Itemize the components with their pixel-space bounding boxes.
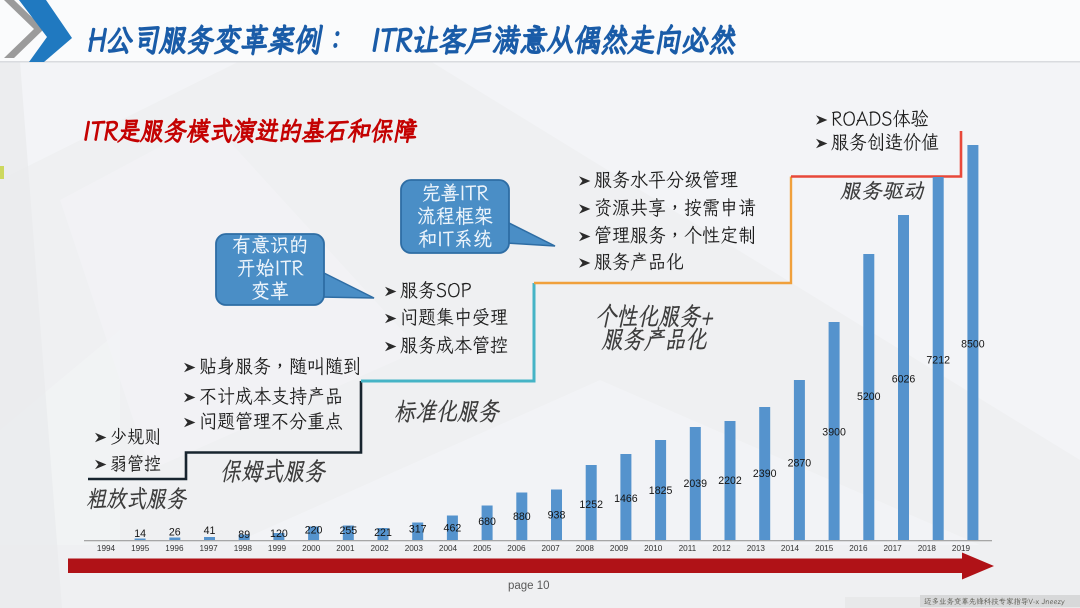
svg-text:14: 14 — [134, 528, 146, 540]
svg-text:1996: 1996 — [165, 544, 184, 553]
svg-text:8500: 8500 — [961, 339, 985, 351]
svg-text:2018: 2018 — [918, 544, 937, 553]
svg-text:3900: 3900 — [822, 427, 846, 439]
svg-text:120: 120 — [270, 528, 288, 540]
svg-text:1998: 1998 — [234, 544, 253, 553]
svg-text:7212: 7212 — [926, 355, 950, 367]
svg-text:2009: 2009 — [610, 544, 629, 553]
svg-text:26: 26 — [169, 527, 181, 539]
svg-text:5200: 5200 — [857, 391, 881, 403]
svg-text:1252: 1252 — [579, 499, 603, 511]
svg-text:2015: 2015 — [815, 544, 834, 553]
svg-text:2002: 2002 — [370, 544, 389, 553]
svg-text:462: 462 — [444, 523, 462, 535]
svg-text:2004: 2004 — [439, 544, 458, 553]
svg-text:2011: 2011 — [679, 544, 697, 553]
svg-text:220: 220 — [305, 525, 323, 537]
svg-text:2017: 2017 — [883, 544, 902, 553]
svg-text:2012: 2012 — [712, 544, 731, 553]
svg-text:89: 89 — [238, 529, 250, 541]
svg-text:2019: 2019 — [952, 544, 971, 553]
svg-text:2007: 2007 — [541, 544, 560, 553]
svg-text:6026: 6026 — [892, 374, 916, 386]
svg-text:2016: 2016 — [849, 544, 868, 553]
svg-text:2390: 2390 — [753, 468, 777, 480]
svg-text:255: 255 — [339, 525, 357, 537]
svg-text:2039: 2039 — [684, 478, 708, 490]
svg-text:1999: 1999 — [268, 544, 287, 553]
svg-text:2000: 2000 — [302, 544, 321, 553]
svg-text:2013: 2013 — [747, 544, 766, 553]
svg-text:1995: 1995 — [131, 544, 150, 553]
svg-text:2006: 2006 — [507, 544, 526, 553]
svg-text:2202: 2202 — [718, 475, 742, 487]
svg-text:938: 938 — [548, 510, 566, 522]
svg-text:1466: 1466 — [614, 493, 638, 505]
svg-text:1825: 1825 — [649, 485, 673, 497]
svg-text:1997: 1997 — [199, 544, 218, 553]
svg-text:page 10: page 10 — [508, 580, 550, 592]
svg-text:2870: 2870 — [788, 458, 812, 470]
svg-text:1994: 1994 — [97, 544, 116, 553]
svg-text:41: 41 — [204, 525, 216, 537]
svg-text:317: 317 — [409, 524, 427, 536]
svg-text:221: 221 — [374, 527, 392, 539]
svg-text:880: 880 — [513, 511, 531, 523]
svg-text:2001: 2001 — [336, 544, 355, 553]
svg-text:2008: 2008 — [576, 544, 595, 553]
svg-text:2005: 2005 — [473, 544, 492, 553]
svg-text:2010: 2010 — [644, 544, 663, 553]
svg-text:680: 680 — [478, 516, 496, 528]
svg-text:2003: 2003 — [405, 544, 424, 553]
svg-text:2014: 2014 — [781, 544, 800, 553]
